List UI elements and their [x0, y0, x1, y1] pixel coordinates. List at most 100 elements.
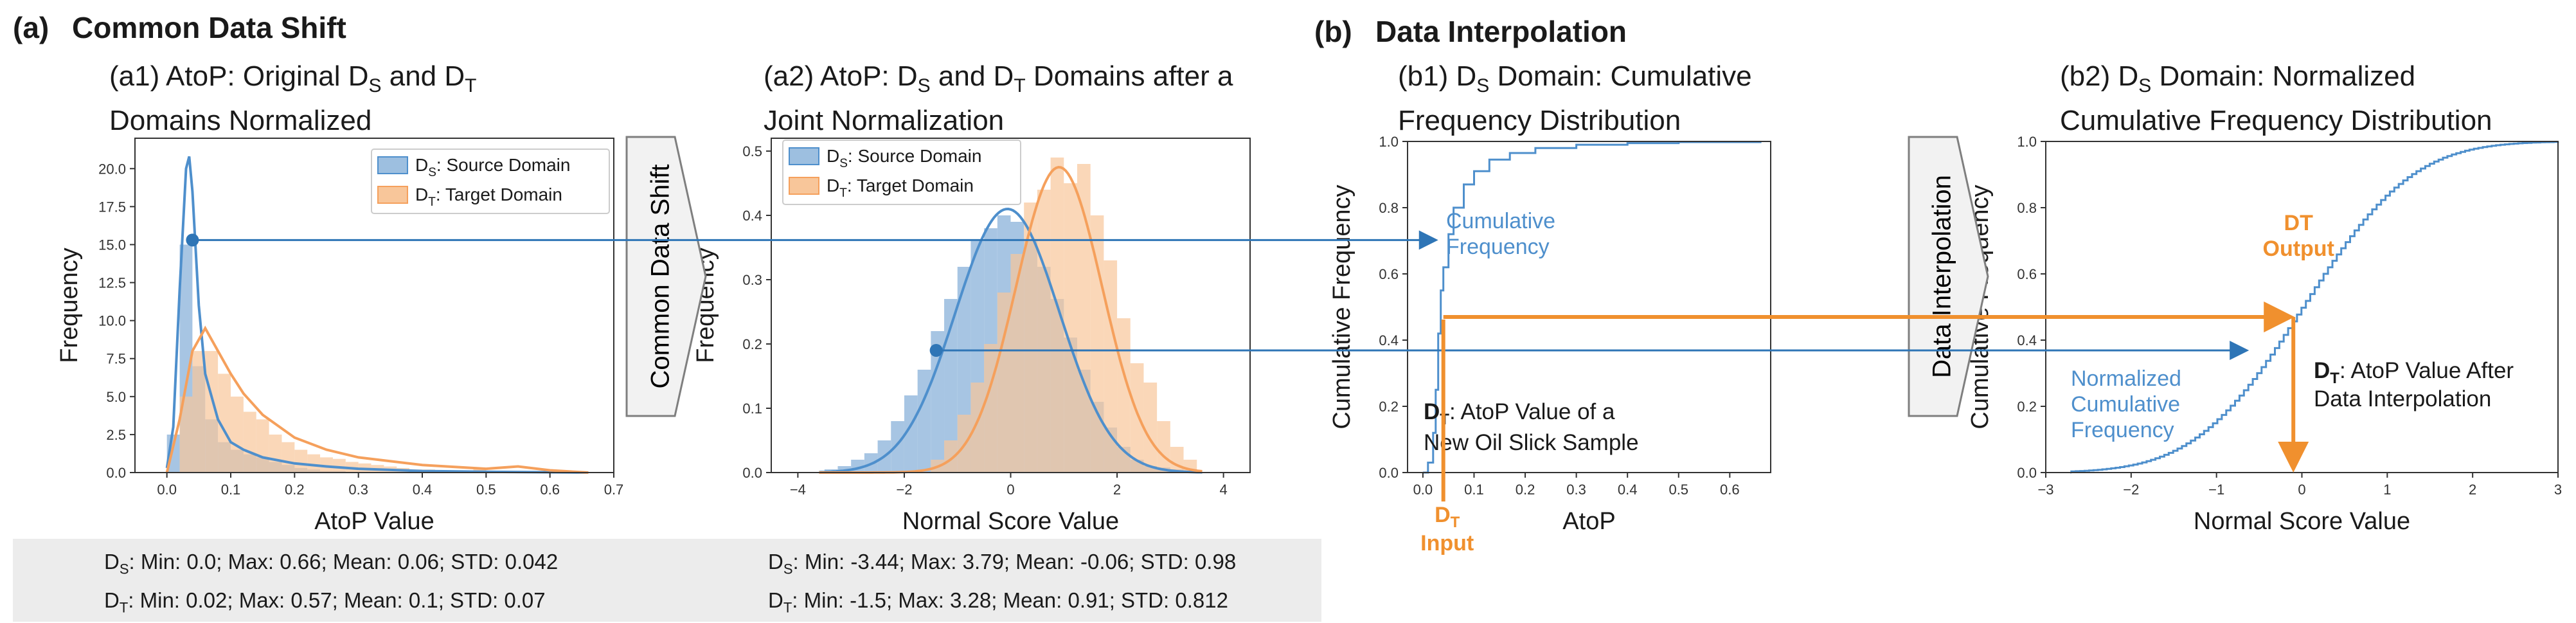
stats-box-a1: [13, 539, 680, 622]
b1-y-tick-label: 0.2: [1379, 399, 1399, 415]
chart-a1: 0.0 0.1 0.2 0.3 0.4 0.5 0.6 0.7 0.0 2.5 5.0 7.5 10.0…: [56, 138, 623, 535]
b1-curve-label-line1: Cumulative: [1446, 209, 1555, 233]
a1-y-tick-label: 0.0: [106, 465, 126, 481]
a2-source-bar: [944, 299, 958, 473]
b1-x-tick-label: 0.6: [1720, 482, 1740, 498]
b2-curve-label-line2: Cumulative: [2071, 392, 2180, 417]
a2-legend-box: [782, 140, 1021, 205]
a1-target-bar: [218, 374, 231, 473]
a1-target-bar: [332, 458, 346, 473]
b2-y-tick-label: 0.6: [2017, 266, 2037, 282]
b2-x-tick-label: −1: [2208, 482, 2224, 498]
b1-title: (b1) DS Domain: Cumulative Frequency Dist…: [1398, 60, 1752, 136]
b2-after-annotation-line2: Data Interpolation: [2314, 386, 2491, 411]
stats-a1: DS: Min: 0.0; Max: 0.66; Mean: 0.06; STD…: [104, 550, 559, 616]
a1-target-bar: [282, 442, 295, 473]
a2-x-tick-label: −4: [790, 482, 806, 498]
a1-legend-label: DS: Source Domain: [415, 155, 570, 179]
a1-title: (a1) AtoP: Original DS and DT Domains Nor…: [109, 60, 477, 136]
b1-x-tick-label: 0.3: [1566, 482, 1586, 498]
chevron-arrow-icon: Common Data Shift: [625, 136, 707, 417]
b1-y-tick-label: 0.4: [1379, 332, 1399, 348]
a2-legend-swatch: [789, 147, 819, 165]
a1-target-bar: [307, 454, 321, 473]
a2-target-bar: [970, 383, 985, 473]
a1-y-tick-label: 10.0: [98, 313, 126, 329]
a1-x-tick-label: 0.3: [348, 482, 368, 498]
b2-y-tick-label: 0.8: [2017, 200, 2037, 216]
a1-y-tick-label: 2.5: [106, 427, 126, 443]
b1-x-tick-label: 0.5: [1668, 482, 1688, 498]
a1-target-bar: [179, 396, 193, 473]
b2-after-annotation-line1: DT: AtoP Value After: [2314, 358, 2514, 387]
b2-x-tick-label: 1: [2383, 482, 2391, 498]
b1-y-tick-label: 0.0: [1379, 465, 1399, 481]
a1-y-axis-label: Frequency: [56, 248, 83, 363]
a2-y-tick-label: 0.1: [742, 401, 762, 417]
a1-legend-swatch: [377, 186, 408, 204]
a2-target-bar: [1024, 203, 1037, 473]
a2-y-tick-label: 0.5: [742, 143, 762, 159]
a2-target-bar: [1010, 254, 1024, 473]
a1-x-axis-label: AtoP Value: [314, 508, 434, 535]
a1-y-tick-label: 17.5: [98, 199, 126, 215]
b2-y-tick-label: 0.0: [2017, 465, 2037, 481]
a2-target-bar: [1064, 183, 1077, 473]
a1-legend-label: DT: Target Domain: [415, 185, 562, 209]
b1-y-tick-label: 0.6: [1379, 266, 1399, 282]
a1-y-tick-label: 15.0: [98, 237, 126, 253]
a2-source-bar: [931, 331, 945, 473]
b1-x-axis-label: AtoP: [1562, 508, 1615, 535]
a1-x-tick-label: 0.7: [604, 482, 624, 498]
a1-y-tick-label: 12.5: [98, 275, 126, 291]
a2-legend-swatch: [789, 177, 819, 195]
a2-target-bar: [1157, 421, 1170, 473]
b1-curve-label-line2: Frequency: [1446, 235, 1550, 259]
a2-target-bar: [1130, 363, 1144, 473]
a2-source-bar: [904, 395, 918, 473]
a2-target-bar: [1037, 190, 1051, 473]
b1-cumulative-step-line: [1422, 141, 1762, 474]
b2-x-tick-label: 2: [2469, 482, 2476, 498]
a1-x-tick-label: 0.1: [221, 482, 241, 498]
a2-x-tick-label: 2: [1113, 482, 1121, 498]
b1-y-tick-label: 0.8: [1379, 200, 1399, 216]
a2-title: (a2) AtoP: DS and DT Domains after a Join…: [764, 60, 1233, 136]
a2-target-bar: [1090, 215, 1104, 473]
chevron-arrow-icon: Data Interpolation: [1908, 136, 1989, 417]
a1-source-kde-line: [165, 156, 589, 474]
b2-cumulative-step-line: [2070, 141, 2559, 474]
a1-legend-swatch: [377, 156, 408, 174]
chevron-a-label: Common Data Shift: [647, 164, 675, 388]
a1-y-tick-label: 7.5: [106, 351, 126, 367]
chart-b1: 0.0 0.1 0.2 0.3 0.4 0.5 0.6 0.0 0.2 0.4 0.6 0.8 1.0 A…: [1328, 134, 1771, 535]
b2-x-tick-label: −3: [2037, 482, 2053, 498]
b2-x-tick-label: 0: [2298, 482, 2305, 498]
section-a-title: Common Data Shift: [72, 11, 346, 44]
a2-x-tick-label: 0: [1006, 482, 1014, 498]
b1-dt-annotation-line2: New Oil Slick Sample: [1424, 430, 1639, 455]
b2-x-tick-label: 3: [2554, 482, 2562, 498]
b1-dt-input-label: DT: [1435, 503, 1460, 531]
a1-target-bar: [269, 434, 282, 473]
a2-y-tick-label: 0.3: [742, 272, 762, 288]
a1-x-tick-label: 0.5: [476, 482, 496, 498]
b2-y-tick-label: 1.0: [2017, 134, 2037, 150]
b1-x-tick-label: 0.2: [1516, 482, 1535, 498]
a2-y-tick-label: 0.2: [742, 336, 762, 352]
a2-target-bar: [1143, 383, 1158, 473]
a1-x-tick-label: 0.4: [413, 482, 433, 498]
a1-target-bar: [231, 396, 244, 473]
a2-x-axis-label: Normal Score Value: [902, 508, 1119, 535]
a2-source-bar: [917, 370, 931, 473]
a2-target-bar: [1077, 164, 1091, 473]
b2-x-axis-label: Normal Score Value: [2194, 508, 2410, 535]
a2-target-bar: [1170, 447, 1184, 473]
a1-x-tick-label: 0.2: [285, 482, 305, 498]
a1-target-bar: [243, 411, 256, 473]
a1-target-bar: [256, 419, 269, 473]
b2-y-tick-label: 0.4: [2017, 332, 2037, 348]
b2-output-label-line1: DT: [2284, 211, 2314, 235]
